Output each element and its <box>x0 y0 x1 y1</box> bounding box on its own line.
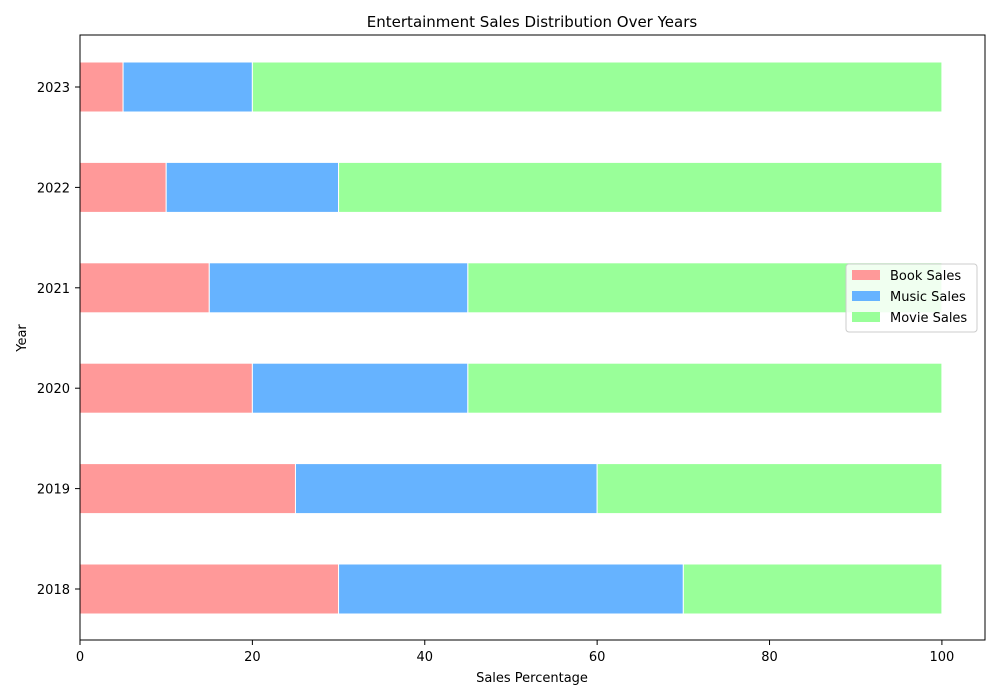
bar-music-sales-2021 <box>208 262 469 314</box>
bar-movie-sales-2020 <box>467 362 943 414</box>
bars-group <box>79 61 943 615</box>
legend-label: Book Sales <box>890 269 961 284</box>
bar-book-sales-2020 <box>79 362 253 414</box>
x-tick-label: 80 <box>761 650 778 665</box>
x-tick-label: 0 <box>76 650 84 665</box>
y-tick-label: 2020 <box>37 382 70 397</box>
y-axis-label: Year <box>15 324 30 353</box>
legend-swatch-book-sales <box>852 270 880 280</box>
bar-music-sales-2020 <box>251 362 469 414</box>
legend-label: Music Sales <box>890 290 966 305</box>
bar-music-sales-2022 <box>165 161 340 213</box>
bar-book-sales-2018 <box>79 563 340 615</box>
bar-book-sales-2023 <box>79 61 124 113</box>
bar-movie-sales-2018 <box>682 563 943 615</box>
bar-music-sales-2018 <box>338 563 684 615</box>
legend-swatch-music-sales <box>852 291 880 301</box>
legend-swatch-movie-sales <box>852 312 880 322</box>
x-tick-label: 20 <box>244 650 261 665</box>
x-axis-label: Sales Percentage <box>476 671 588 686</box>
y-tick-label: 2023 <box>37 81 70 96</box>
x-tick-label: 100 <box>929 650 954 665</box>
y-tick-label: 2021 <box>37 282 70 297</box>
bar-movie-sales-2019 <box>596 463 943 515</box>
y-tick-label: 2018 <box>37 583 70 598</box>
bar-music-sales-2019 <box>294 463 598 515</box>
x-tick-label: 40 <box>416 650 433 665</box>
bar-book-sales-2019 <box>79 463 296 515</box>
bar-movie-sales-2022 <box>338 161 943 213</box>
bar-movie-sales-2023 <box>251 61 943 113</box>
x-tick-label: 60 <box>589 650 606 665</box>
bar-music-sales-2023 <box>122 61 253 113</box>
y-axis: 2018 2019 2020 2021 2022 2023 <box>37 81 80 598</box>
y-tick-label: 2019 <box>37 483 70 498</box>
legend: Book Sales Music Sales Movie Sales <box>845 263 978 333</box>
x-axis: 0 20 40 60 80 100 <box>76 640 954 665</box>
legend-label: Movie Sales <box>890 311 967 326</box>
plot-frame <box>79 34 986 641</box>
y-tick-label: 2022 <box>37 181 70 196</box>
chart-title: Entertainment Sales Distribution Over Ye… <box>367 13 698 31</box>
bar-book-sales-2022 <box>79 161 167 213</box>
bar-book-sales-2021 <box>79 262 210 314</box>
